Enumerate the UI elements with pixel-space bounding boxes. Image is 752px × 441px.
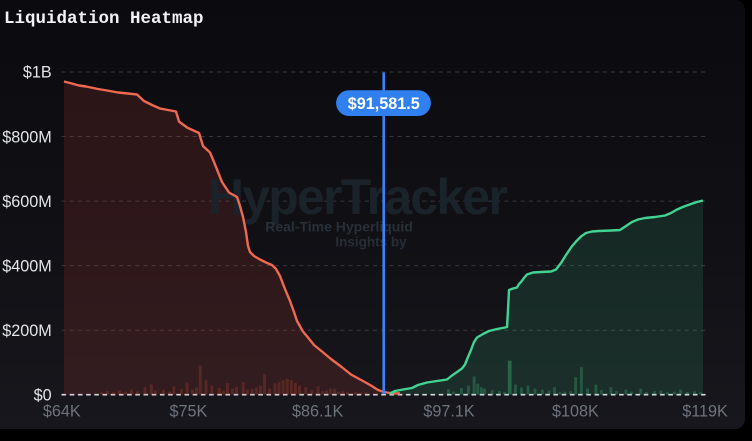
svg-text:$64K: $64K: [43, 403, 81, 421]
svg-text:$200M: $200M: [2, 322, 52, 340]
svg-text:$800M: $800M: [2, 128, 52, 146]
svg-text:$97.1K: $97.1K: [423, 403, 475, 421]
svg-text:$86.1K: $86.1K: [292, 403, 344, 421]
svg-text:$400M: $400M: [2, 257, 52, 275]
svg-text:$108K: $108K: [552, 403, 599, 421]
svg-text:Insights by: Insights by: [335, 235, 407, 250]
svg-text:$91,581.5: $91,581.5: [348, 95, 420, 113]
svg-text:Real-Time Hyperliquid: Real-Time Hyperliquid: [265, 219, 413, 235]
svg-text:$1B: $1B: [23, 64, 52, 82]
svg-text:HyperTracker: HyperTracker: [208, 169, 507, 225]
svg-text:$119K: $119K: [682, 403, 728, 421]
svg-text:$75K: $75K: [169, 403, 207, 421]
svg-text:$600M: $600M: [2, 193, 52, 211]
svg-text:$0: $0: [34, 386, 52, 404]
